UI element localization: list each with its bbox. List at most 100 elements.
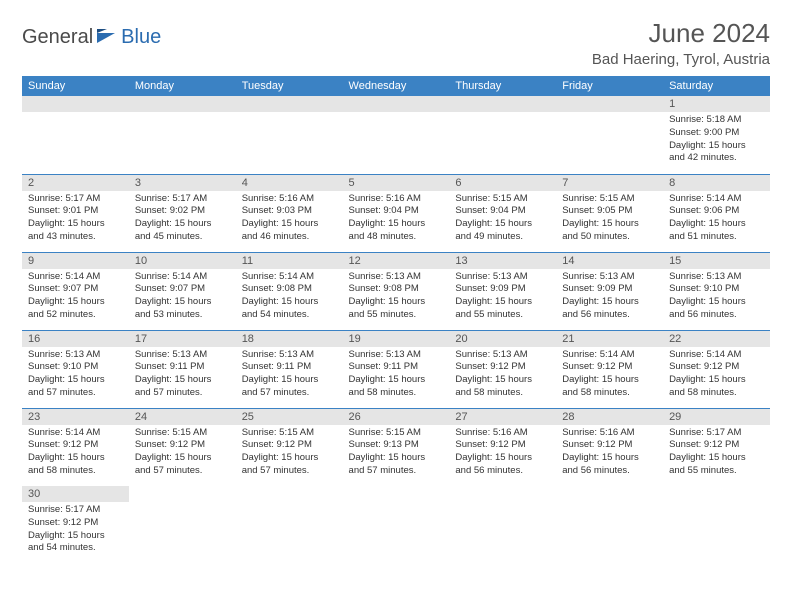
day-number: 10 — [129, 253, 236, 269]
sunset-line: Sunset: 9:00 PM — [669, 127, 764, 140]
daylight-line: Daylight: 15 hours and 56 minutes. — [455, 452, 550, 478]
sunset-line: Sunset: 9:11 PM — [242, 361, 337, 374]
day-number: 20 — [449, 331, 556, 347]
calendar-day-cell: 11Sunrise: 5:14 AMSunset: 9:08 PMDayligh… — [236, 252, 343, 330]
calendar-day-cell — [129, 96, 236, 174]
daylight-line: Daylight: 15 hours and 57 minutes. — [242, 374, 337, 400]
day-details: Sunrise: 5:15 AMSunset: 9:05 PMDaylight:… — [556, 191, 663, 248]
calendar-day-cell: 18Sunrise: 5:13 AMSunset: 9:11 PMDayligh… — [236, 330, 343, 408]
daylight-line: Daylight: 15 hours and 56 minutes. — [562, 296, 657, 322]
day-number: 30 — [22, 486, 129, 502]
day-details: Sunrise: 5:16 AMSunset: 9:12 PMDaylight:… — [449, 425, 556, 482]
sunset-line: Sunset: 9:06 PM — [669, 205, 764, 218]
logo-text-general: General — [22, 26, 93, 49]
daylight-line: Daylight: 15 hours and 57 minutes. — [28, 374, 123, 400]
day-number-empty — [129, 96, 236, 112]
day-number: 19 — [343, 331, 450, 347]
sunset-line: Sunset: 9:07 PM — [135, 283, 230, 296]
day-details: Sunrise: 5:13 AMSunset: 9:11 PMDaylight:… — [236, 347, 343, 404]
calendar-day-cell: 10Sunrise: 5:14 AMSunset: 9:07 PMDayligh… — [129, 252, 236, 330]
day-number: 24 — [129, 409, 236, 425]
weekday-header: Friday — [556, 76, 663, 96]
day-number: 6 — [449, 175, 556, 191]
calendar-week-row: 16Sunrise: 5:13 AMSunset: 9:10 PMDayligh… — [22, 330, 770, 408]
sunrise-line: Sunrise: 5:17 AM — [135, 193, 230, 206]
logo-text-blue: Blue — [121, 26, 161, 49]
sunrise-line: Sunrise: 5:16 AM — [455, 427, 550, 440]
day-number-empty — [556, 96, 663, 112]
day-details: Sunrise: 5:13 AMSunset: 9:10 PMDaylight:… — [22, 347, 129, 404]
calendar-day-cell — [663, 486, 770, 564]
calendar-day-cell: 25Sunrise: 5:15 AMSunset: 9:12 PMDayligh… — [236, 408, 343, 486]
daylight-line: Daylight: 15 hours and 43 minutes. — [28, 218, 123, 244]
sunrise-line: Sunrise: 5:14 AM — [669, 193, 764, 206]
calendar-day-cell: 27Sunrise: 5:16 AMSunset: 9:12 PMDayligh… — [449, 408, 556, 486]
day-number: 7 — [556, 175, 663, 191]
sunset-line: Sunset: 9:02 PM — [135, 205, 230, 218]
daylight-line: Daylight: 15 hours and 57 minutes. — [135, 452, 230, 478]
sunset-line: Sunset: 9:12 PM — [28, 517, 123, 530]
sunset-line: Sunset: 9:03 PM — [242, 205, 337, 218]
sunrise-line: Sunrise: 5:16 AM — [242, 193, 337, 206]
day-number: 8 — [663, 175, 770, 191]
sunset-line: Sunset: 9:08 PM — [349, 283, 444, 296]
sunrise-line: Sunrise: 5:13 AM — [669, 271, 764, 284]
day-number: 14 — [556, 253, 663, 269]
calendar-day-cell — [22, 96, 129, 174]
weekday-header: Tuesday — [236, 76, 343, 96]
daylight-line: Daylight: 15 hours and 57 minutes. — [135, 374, 230, 400]
weekday-header-row: Sunday Monday Tuesday Wednesday Thursday… — [22, 76, 770, 96]
day-details: Sunrise: 5:14 AMSunset: 9:12 PMDaylight:… — [663, 347, 770, 404]
sunrise-line: Sunrise: 5:13 AM — [135, 349, 230, 362]
day-number-empty — [343, 96, 450, 112]
day-details: Sunrise: 5:16 AMSunset: 9:03 PMDaylight:… — [236, 191, 343, 248]
daylight-line: Daylight: 15 hours and 54 minutes. — [28, 530, 123, 556]
calendar-day-cell: 19Sunrise: 5:13 AMSunset: 9:11 PMDayligh… — [343, 330, 450, 408]
sunset-line: Sunset: 9:12 PM — [562, 439, 657, 452]
calendar-day-cell: 6Sunrise: 5:15 AMSunset: 9:04 PMDaylight… — [449, 174, 556, 252]
sunrise-line: Sunrise: 5:14 AM — [242, 271, 337, 284]
daylight-line: Daylight: 15 hours and 49 minutes. — [455, 218, 550, 244]
calendar-day-cell: 24Sunrise: 5:15 AMSunset: 9:12 PMDayligh… — [129, 408, 236, 486]
sunrise-line: Sunrise: 5:15 AM — [455, 193, 550, 206]
sunrise-line: Sunrise: 5:13 AM — [562, 271, 657, 284]
calendar-week-row: 2Sunrise: 5:17 AMSunset: 9:01 PMDaylight… — [22, 174, 770, 252]
day-number: 13 — [449, 253, 556, 269]
day-details: Sunrise: 5:13 AMSunset: 9:09 PMDaylight:… — [449, 269, 556, 326]
day-details: Sunrise: 5:13 AMSunset: 9:11 PMDaylight:… — [343, 347, 450, 404]
calendar-week-row: 30Sunrise: 5:17 AMSunset: 9:12 PMDayligh… — [22, 486, 770, 564]
month-title: June 2024 — [592, 18, 770, 49]
calendar-day-cell: 4Sunrise: 5:16 AMSunset: 9:03 PMDaylight… — [236, 174, 343, 252]
daylight-line: Daylight: 15 hours and 51 minutes. — [669, 218, 764, 244]
calendar-day-cell — [236, 96, 343, 174]
day-number: 4 — [236, 175, 343, 191]
calendar-day-cell: 2Sunrise: 5:17 AMSunset: 9:01 PMDaylight… — [22, 174, 129, 252]
calendar-day-cell: 28Sunrise: 5:16 AMSunset: 9:12 PMDayligh… — [556, 408, 663, 486]
sunset-line: Sunset: 9:04 PM — [349, 205, 444, 218]
day-number: 3 — [129, 175, 236, 191]
day-details: Sunrise: 5:18 AMSunset: 9:00 PMDaylight:… — [663, 112, 770, 169]
day-details: Sunrise: 5:13 AMSunset: 9:09 PMDaylight:… — [556, 269, 663, 326]
calendar-day-cell: 26Sunrise: 5:15 AMSunset: 9:13 PMDayligh… — [343, 408, 450, 486]
sunset-line: Sunset: 9:09 PM — [455, 283, 550, 296]
daylight-line: Daylight: 15 hours and 56 minutes. — [669, 296, 764, 322]
day-number: 29 — [663, 409, 770, 425]
day-number: 9 — [22, 253, 129, 269]
day-details: Sunrise: 5:16 AMSunset: 9:04 PMDaylight:… — [343, 191, 450, 248]
day-details: Sunrise: 5:16 AMSunset: 9:12 PMDaylight:… — [556, 425, 663, 482]
calendar-day-cell — [343, 96, 450, 174]
day-details: Sunrise: 5:17 AMSunset: 9:02 PMDaylight:… — [129, 191, 236, 248]
calendar-day-cell: 9Sunrise: 5:14 AMSunset: 9:07 PMDaylight… — [22, 252, 129, 330]
sunrise-line: Sunrise: 5:13 AM — [349, 271, 444, 284]
sunrise-line: Sunrise: 5:14 AM — [562, 349, 657, 362]
daylight-line: Daylight: 15 hours and 50 minutes. — [562, 218, 657, 244]
sunset-line: Sunset: 9:13 PM — [349, 439, 444, 452]
sunrise-line: Sunrise: 5:15 AM — [242, 427, 337, 440]
sunset-line: Sunset: 9:12 PM — [562, 361, 657, 374]
calendar-day-cell: 3Sunrise: 5:17 AMSunset: 9:02 PMDaylight… — [129, 174, 236, 252]
sunset-line: Sunset: 9:11 PM — [349, 361, 444, 374]
sunrise-line: Sunrise: 5:13 AM — [242, 349, 337, 362]
weekday-header: Monday — [129, 76, 236, 96]
daylight-line: Daylight: 15 hours and 57 minutes. — [349, 452, 444, 478]
calendar-day-cell — [343, 486, 450, 564]
